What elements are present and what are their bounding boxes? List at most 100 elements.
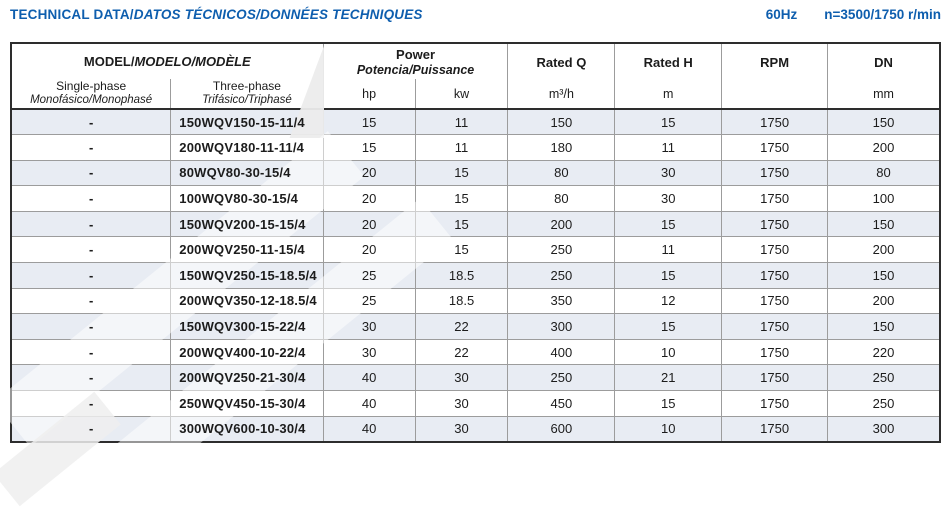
cell-hp: 40 (322, 415, 416, 443)
header-rpm-unit (722, 80, 827, 108)
cell-dn: 200 (827, 236, 941, 264)
cell-dn: 250 (827, 390, 941, 417)
cell-rated-h: 12 (614, 287, 723, 315)
cell-model: 300WQV600-10-30/4 (170, 415, 324, 443)
cell-single-phase: - (10, 134, 172, 161)
cell-dn: 250 (827, 364, 941, 392)
table-row: - 200WQV250-21-30/4 40 30 250 21 1750 25… (10, 364, 941, 392)
cell-rated-h: 15 (614, 210, 723, 238)
cell-dn: 150 (827, 108, 941, 136)
cell-single-phase: - (10, 313, 172, 340)
cell-rated-h: 11 (614, 134, 723, 161)
cell-rated-q: 80 (507, 159, 616, 187)
cell-rated-q: 600 (507, 415, 616, 443)
technical-data-table-wrap: MODEL/MODELO/MODÈLE Power Potencia/Puiss… (0, 42, 941, 510)
table-row: - 150WQV300-15-22/4 30 22 300 15 1750 15… (10, 313, 941, 340)
header-rated-q-label: Rated Q (536, 54, 587, 70)
cell-kw: 11 (414, 108, 509, 136)
table-row: - 300WQV600-10-30/4 40 30 600 10 1750 30… (10, 415, 941, 443)
cell-kw: 15 (414, 210, 509, 238)
speed-value: n=3500/1750 r/min (824, 7, 941, 22)
cell-rated-h: 15 (614, 262, 723, 289)
table-body: - 150WQV150-15-11/4 15 11 150 15 1750 15… (10, 108, 941, 443)
page-title-main: TECHNICAL DATA/ (10, 7, 134, 22)
page-title-translations: DATOS TÉCNICOS/DONNÉES TECHNIQUES (133, 7, 423, 22)
cell-model: 150WQV300-15-22/4 (170, 313, 324, 340)
cell-rpm: 1750 (721, 262, 829, 289)
cell-single-phase: - (10, 108, 172, 136)
cell-hp: 20 (322, 185, 416, 212)
cell-hp: 20 (322, 236, 416, 264)
header-three-phase: Three-phase Trifásico/Triphasé (170, 79, 324, 110)
cell-rpm: 1750 (721, 236, 829, 264)
cell-model: 200WQV180-11-11/4 (170, 134, 324, 161)
cell-model: 150WQV150-15-11/4 (170, 108, 324, 136)
header-single-phase-alt: Monofásico/Monophasé (30, 93, 153, 106)
header-power-label-alt: Potencia/Puissance (356, 62, 475, 77)
table-row: - 200WQV180-11-11/4 15 11 180 11 1750 20… (10, 134, 941, 161)
table-row: - 150WQV200-15-15/4 20 15 200 15 1750 15… (10, 210, 941, 238)
cell-dn: 200 (827, 134, 941, 161)
cell-kw: 22 (414, 313, 509, 340)
cell-rated-q: 200 (507, 210, 616, 238)
cell-rated-h: 21 (614, 364, 723, 392)
cell-kw: 15 (414, 159, 509, 187)
cell-model: 100WQV80-30-15/4 (170, 185, 324, 212)
page-title: TECHNICAL DATA/DATOS TÉCNICOS/DONNÉES TE… (10, 7, 423, 22)
cell-dn: 150 (827, 313, 941, 340)
cell-kw: 30 (414, 390, 509, 417)
cell-single-phase: - (10, 262, 172, 289)
header-rpm-label: RPM (760, 54, 790, 70)
cell-single-phase: - (10, 364, 172, 392)
cell-hp: 20 (322, 159, 416, 187)
header-unit-kw: kw (414, 79, 509, 110)
header-rated-h-label: Rated H (643, 54, 693, 70)
cell-hp: 20 (322, 210, 416, 238)
header-rpm: RPM (721, 42, 829, 110)
header-power-label: Power (396, 46, 436, 62)
cell-dn: 80 (827, 159, 941, 187)
cell-model: 150WQV250-15-18.5/4 (170, 262, 324, 289)
cell-kw: 30 (414, 415, 509, 443)
cell-kw: 22 (414, 338, 509, 366)
table-row: - 250WQV450-15-30/4 40 30 450 15 1750 25… (10, 390, 941, 417)
cell-rpm: 1750 (721, 287, 829, 315)
header-model-label-alt: MODELO/MODÈLE (134, 54, 251, 69)
cell-rated-q: 250 (507, 262, 616, 289)
header-three-phase-en: Three-phase (212, 79, 281, 94)
table-row: - 100WQV80-30-15/4 20 15 80 30 1750 100 (10, 185, 941, 212)
cell-single-phase: - (10, 236, 172, 264)
cell-model: 200WQV350-12-18.5/4 (170, 287, 324, 315)
cell-rated-h: 15 (614, 108, 723, 136)
cell-rated-q: 250 (507, 364, 616, 392)
header-dn-label: DN (874, 54, 893, 70)
cell-rated-q: 450 (507, 390, 616, 417)
table-row: - 200WQV350-12-18.5/4 25 18.5 350 12 175… (10, 287, 941, 315)
header-dn: DN mm (827, 42, 941, 110)
cell-hp: 30 (322, 313, 416, 340)
cell-hp: 40 (322, 364, 416, 392)
cell-rpm: 1750 (721, 313, 829, 340)
cell-dn: 200 (827, 287, 941, 315)
cell-kw: 18.5 (414, 287, 509, 315)
cell-single-phase: - (10, 210, 172, 238)
table-row: - 80WQV80-30-15/4 20 15 80 30 1750 80 (10, 159, 941, 187)
cell-model: 80WQV80-30-15/4 (170, 159, 324, 187)
cell-model: 150WQV200-15-15/4 (170, 210, 324, 238)
cell-single-phase: - (10, 287, 172, 315)
cell-rpm: 1750 (721, 364, 829, 392)
cell-rated-q: 80 (507, 185, 616, 212)
header-rated-q-unit: m³/h (548, 87, 574, 101)
cell-single-phase: - (10, 390, 172, 417)
header-model-label: MODEL/ (83, 54, 135, 69)
table-row: - 150WQV150-15-11/4 15 11 150 15 1750 15… (10, 108, 941, 136)
cell-kw: 11 (414, 134, 509, 161)
cell-kw: 15 (414, 185, 509, 212)
cell-rated-h: 11 (614, 236, 723, 264)
cell-rated-q: 180 (507, 134, 616, 161)
cell-dn: 100 (827, 185, 941, 212)
cell-rated-q: 150 (507, 108, 616, 136)
table-row: - 150WQV250-15-18.5/4 25 18.5 250 15 175… (10, 262, 941, 289)
cell-rated-h: 15 (614, 313, 723, 340)
cell-rated-h: 30 (614, 185, 723, 212)
